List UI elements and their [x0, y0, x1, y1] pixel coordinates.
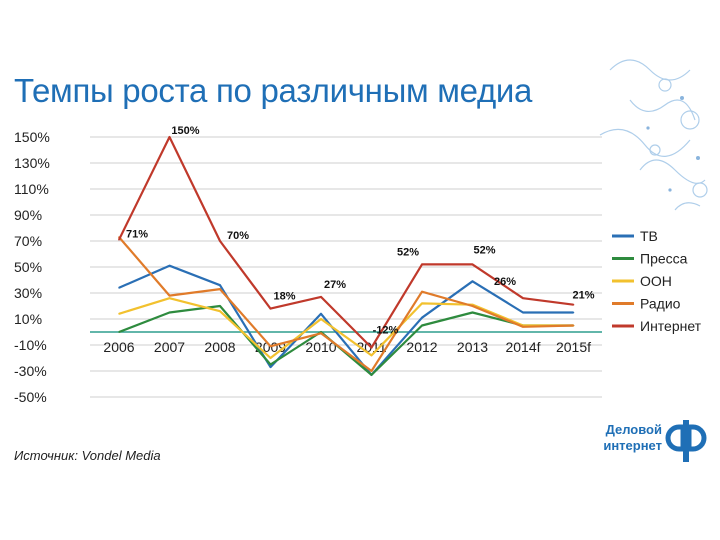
y-tick-label: 50%	[14, 259, 42, 275]
data-point-press	[168, 311, 171, 314]
x-tick-label: 2014f	[505, 339, 540, 355]
data-point-ooh	[320, 318, 322, 320]
data-label: 26%	[494, 276, 516, 288]
data-point-tv	[168, 264, 171, 267]
data-point-ooh	[118, 313, 120, 315]
data-point-tv	[219, 284, 221, 287]
logo-line-1: Деловой	[605, 422, 662, 437]
data-point-tv	[421, 316, 423, 319]
data-point-press	[471, 311, 474, 314]
legend-label: Пресса	[640, 251, 688, 267]
x-tick-label: 2012	[406, 339, 437, 355]
legend-label: ТВ	[640, 228, 658, 244]
data-point-radio	[421, 290, 423, 293]
y-tick-label: 30%	[14, 285, 42, 301]
x-tick-label: 2007	[154, 339, 185, 355]
di-logo-icon	[665, 420, 707, 462]
data-point-tv	[118, 287, 120, 289]
data-point-tv	[471, 280, 474, 283]
data-point-tv	[572, 311, 575, 314]
data-point-ooh	[370, 354, 373, 357]
data-point-internet	[572, 303, 575, 306]
y-tick-label: -50%	[14, 389, 47, 405]
data-point-ooh	[421, 302, 423, 305]
logo-text: Деловой интернет	[603, 422, 662, 454]
y-tick-label: 110%	[14, 181, 49, 197]
data-label: 27%	[324, 279, 346, 291]
data-point-radio	[269, 345, 272, 348]
series-line-tv	[118, 264, 574, 376]
data-label: -12%	[373, 325, 399, 337]
data-point-radio	[219, 288, 221, 290]
x-tick-label: 2015f	[556, 339, 591, 355]
y-tick-label: -30%	[14, 363, 47, 379]
data-point-internet	[522, 297, 524, 300]
decorative-swirl-icon	[599, 59, 708, 211]
data-point-press	[118, 331, 120, 333]
y-tick-label: 70%	[14, 233, 42, 249]
series-line-internet	[118, 135, 574, 349]
data-point-press	[219, 305, 221, 307]
series-line-radio	[118, 236, 574, 373]
logo-line-2: интернет	[603, 438, 662, 453]
data-label: 52%	[473, 244, 495, 256]
data-point-internet	[269, 307, 272, 310]
data-point-ooh	[219, 310, 221, 313]
x-tick-label: 2008	[204, 339, 235, 355]
data-point-internet	[471, 263, 474, 266]
data-label: 71%	[126, 229, 148, 241]
data-point-radio	[471, 305, 474, 307]
data-point-radio	[522, 326, 524, 328]
y-tick-label: 90%	[14, 207, 42, 223]
data-point-press	[421, 324, 423, 327]
data-point-press	[370, 374, 373, 376]
data-point-internet	[320, 296, 322, 298]
data-point-internet	[421, 263, 423, 266]
data-point-tv	[320, 313, 322, 315]
source-note: Источник: Vondel Media	[14, 448, 161, 463]
legend-label: Интернет	[640, 318, 702, 334]
y-tick-label: 10%	[14, 311, 42, 327]
data-point-radio	[320, 332, 322, 335]
y-tick-label: 130%	[14, 155, 50, 171]
data-point-ooh	[269, 357, 272, 359]
data-point-internet	[370, 346, 373, 349]
legend-label: Радио	[640, 296, 681, 312]
data-label: 150%	[171, 125, 199, 137]
data-point-radio	[168, 294, 171, 297]
data-point-press	[269, 363, 272, 366]
data-label: 18%	[273, 291, 295, 303]
data-point-tv	[269, 366, 272, 368]
data-point-internet	[118, 238, 120, 241]
data-point-internet	[168, 136, 171, 138]
company-logo: Деловой интернет	[574, 418, 714, 464]
data-point-radio	[572, 324, 575, 327]
x-tick-label: 2006	[103, 339, 134, 355]
x-tick-label: 2010	[305, 339, 336, 355]
data-point-ooh	[168, 297, 171, 300]
legend-label: ООН	[640, 273, 672, 289]
data-point-internet	[219, 240, 221, 242]
y-tick-label: -10%	[14, 337, 47, 353]
series-line-ooh	[118, 297, 574, 360]
data-label: 21%	[572, 290, 594, 302]
data-point-tv	[522, 311, 524, 314]
data-label: 52%	[397, 246, 419, 258]
slide-title: Темпы роста по различным медиа	[14, 72, 533, 109]
x-tick-label: 2013	[457, 339, 488, 355]
data-point-radio	[370, 370, 373, 372]
y-tick-label: 150%	[14, 129, 50, 145]
data-label: 70%	[227, 230, 249, 242]
